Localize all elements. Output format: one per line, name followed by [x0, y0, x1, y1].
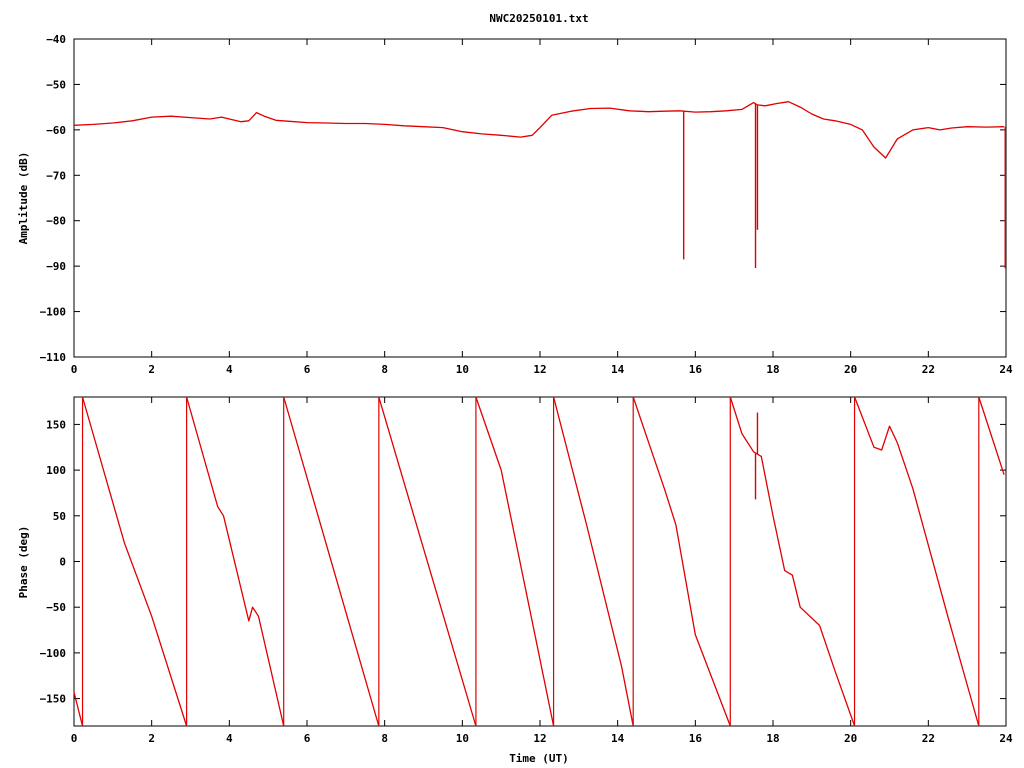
phase-x-tick-label: 16: [689, 732, 703, 745]
phase-y-tick-label: 50: [53, 510, 66, 523]
phase-y-tick-label: 150: [46, 418, 66, 431]
phase-series-line-8: [729, 396, 856, 727]
amplitude-x-tick-label: 18: [766, 363, 779, 376]
phase-x-tick-label: 22: [922, 732, 935, 745]
amplitude-y-tick-label: −80: [46, 215, 66, 228]
phase-x-tick-label: 6: [304, 732, 311, 745]
phase-x-tick-label: 10: [456, 732, 469, 745]
phase-series-line-3: [283, 396, 380, 727]
phase-series-line-4: [378, 396, 477, 727]
amplitude-axis-label: Amplitude (dB): [17, 152, 30, 245]
phase-axis-label: Phase (deg): [17, 526, 30, 599]
phase-x-tick-label: 0: [71, 732, 78, 745]
amplitude-x-tick-label: 10: [456, 363, 469, 376]
amplitude-y-tick-label: −40: [46, 33, 66, 46]
phase-x-tick-label: 18: [766, 732, 779, 745]
phase-x-tick-label: 14: [611, 732, 625, 745]
amplitude-x-tick-label: 6: [304, 363, 311, 376]
chart-title: NWC20250101.txt: [489, 12, 588, 25]
amplitude-x-tick-label: 16: [689, 363, 703, 376]
amplitude-x-tick-label: 12: [533, 363, 546, 376]
amplitude-y-tick-label: −110: [40, 351, 67, 364]
phase-y-tick-label: −50: [46, 601, 66, 614]
amplitude-y-tick-label: −70: [46, 169, 66, 182]
amplitude-y-tick-label: −100: [40, 306, 67, 319]
phase-series-line-1: [81, 396, 188, 727]
phase-panel: 0 2 4 6 8 10 12 14 16 18 20 22 24−150−100−5005010015…: [17, 396, 1013, 765]
phase-data-layer: [73, 396, 1005, 727]
amplitude-x-tick-label: 24: [999, 363, 1013, 376]
amplitude-y-tick-label: −90: [46, 260, 66, 273]
time-axis-label: Time (UT): [509, 752, 569, 765]
phase-y-tick-label: −150: [40, 693, 67, 706]
phase-series-line-7: [632, 396, 731, 727]
phase-x-tick-label: 4: [226, 732, 233, 745]
phase-x-tick-label: 12: [533, 732, 546, 745]
amplitude-x-tick-label: 20: [844, 363, 857, 376]
phase-x-tick-label: 20: [844, 732, 857, 745]
phase-series-line-6: [552, 396, 634, 727]
amplitude-x-tick-label: 4: [226, 363, 233, 376]
phase-series-line-2: [185, 396, 285, 727]
amplitude-panel: 0 2 4 6 8 10 12 14 16 18 20 22 24−110−100−90−80−70−6…: [17, 33, 1013, 376]
amplitude-x-tick-label: 0: [71, 363, 78, 376]
phase-series-line-9: [853, 396, 980, 727]
phase-series-line-0: [73, 692, 84, 727]
amplitude-x-tick-label: 8: [381, 363, 388, 376]
amplitude-plot-frame: [73, 38, 1007, 358]
amplitude-y-tick-label: −50: [46, 78, 66, 91]
phase-y-tick-label: −100: [40, 647, 67, 660]
amplitude-y-tick-label: −60: [46, 124, 66, 137]
amplitude-x-tick-label: 14: [611, 363, 625, 376]
phase-x-tick-label: 8: [381, 732, 388, 745]
amplitude-series-line-0: [73, 101, 1005, 159]
phase-series-line-5: [475, 396, 555, 727]
phase-plot-frame: [73, 396, 1007, 727]
phase-y-tick-label: 100: [46, 464, 66, 477]
phase-x-tick-label: 2: [148, 732, 155, 745]
phase-x-tick-label: 24: [999, 732, 1013, 745]
phase-series-line-10: [978, 396, 1005, 475]
amplitude-data-layer: [73, 101, 1006, 269]
amplitude-x-tick-label: 2: [148, 363, 155, 376]
phase-y-tick-label: 0: [59, 556, 66, 569]
amplitude-x-tick-label: 22: [922, 363, 935, 376]
